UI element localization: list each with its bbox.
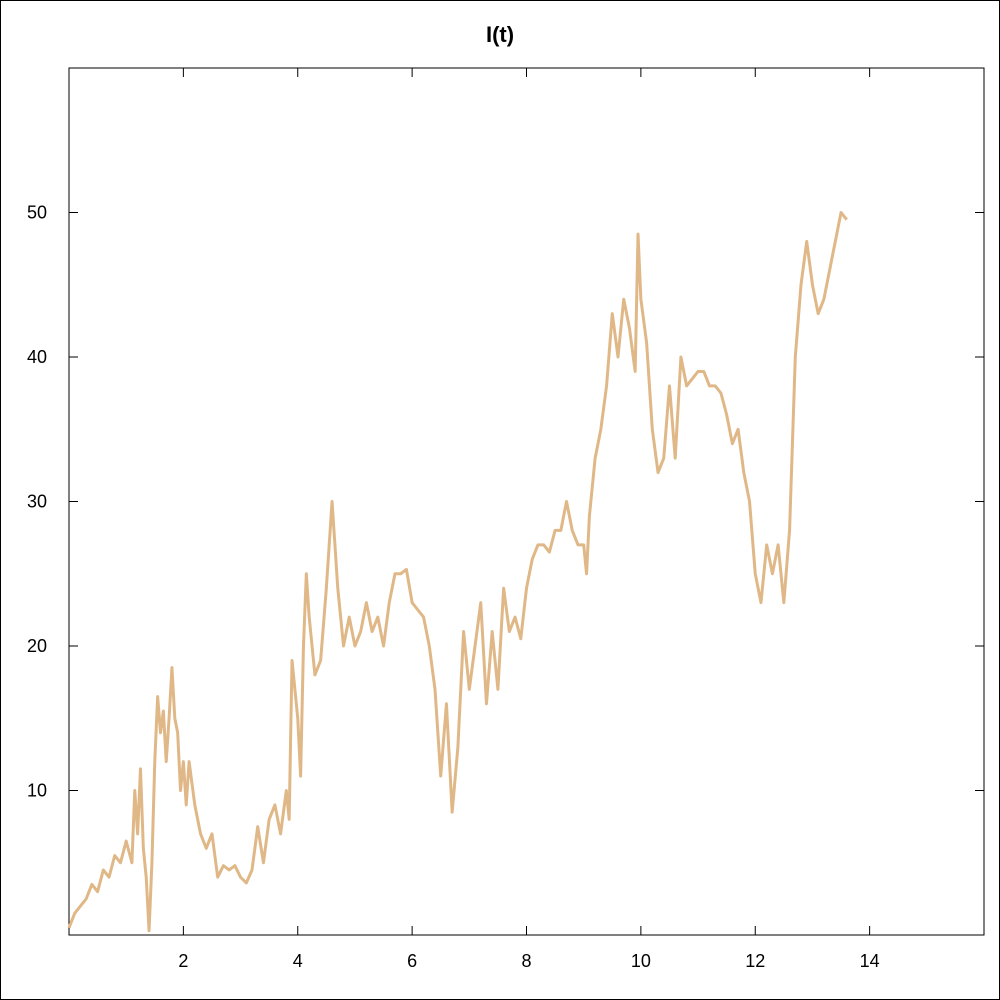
y-tick-label: 30	[27, 492, 47, 512]
x-tick-label: 8	[521, 951, 531, 971]
x-tick-label: 12	[745, 951, 765, 971]
y-tick-label: 20	[27, 636, 47, 656]
y-tick-label: 40	[27, 347, 47, 367]
x-tick-label: 4	[293, 951, 303, 971]
x-tick-label: 2	[178, 951, 188, 971]
data-line	[67, 211, 848, 933]
x-tick-label: 6	[407, 951, 417, 971]
x-tick-label: 14	[860, 951, 880, 971]
chart-title: I(t)	[486, 22, 514, 47]
y-tick-label: 10	[27, 781, 47, 801]
y-tick-label: 50	[27, 203, 47, 223]
x-tick-label: 10	[631, 951, 651, 971]
